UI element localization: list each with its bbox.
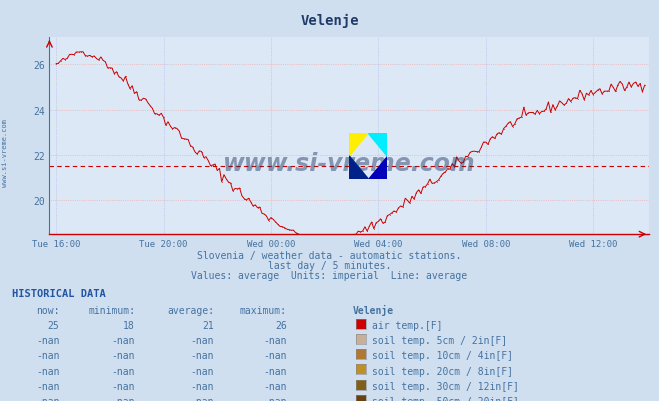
Text: soil temp. 50cm / 20in[F]: soil temp. 50cm / 20in[F]: [372, 396, 519, 401]
Text: -nan: -nan: [111, 396, 135, 401]
Text: maximum:: maximum:: [240, 305, 287, 315]
Text: now:: now:: [36, 305, 59, 315]
Polygon shape: [368, 156, 387, 180]
Text: Velenje: Velenje: [353, 304, 393, 315]
Text: 25: 25: [47, 320, 59, 330]
Text: air temp.[F]: air temp.[F]: [372, 320, 442, 330]
Text: -nan: -nan: [36, 366, 59, 376]
Text: -nan: -nan: [111, 335, 135, 345]
Text: -nan: -nan: [36, 335, 59, 345]
Text: -nan: -nan: [111, 366, 135, 376]
Text: -nan: -nan: [111, 381, 135, 391]
Text: Velenje: Velenje: [301, 14, 358, 28]
Polygon shape: [368, 134, 387, 156]
Text: minimum:: minimum:: [88, 305, 135, 315]
Text: -nan: -nan: [190, 335, 214, 345]
Text: 21: 21: [202, 320, 214, 330]
Text: last day / 5 minutes.: last day / 5 minutes.: [268, 261, 391, 271]
Text: 18: 18: [123, 320, 135, 330]
Text: -nan: -nan: [190, 396, 214, 401]
Text: soil temp. 10cm / 4in[F]: soil temp. 10cm / 4in[F]: [372, 350, 513, 360]
Text: -nan: -nan: [263, 396, 287, 401]
Text: www.si-vreme.com: www.si-vreme.com: [223, 152, 476, 176]
Polygon shape: [349, 134, 368, 156]
Text: -nan: -nan: [263, 381, 287, 391]
Text: soil temp. 30cm / 12in[F]: soil temp. 30cm / 12in[F]: [372, 381, 519, 391]
Text: -nan: -nan: [190, 366, 214, 376]
Text: -nan: -nan: [263, 366, 287, 376]
Text: Values: average  Units: imperial  Line: average: Values: average Units: imperial Line: av…: [191, 271, 468, 281]
Text: -nan: -nan: [111, 350, 135, 360]
Text: -nan: -nan: [36, 350, 59, 360]
Text: www.si-vreme.com: www.si-vreme.com: [2, 118, 9, 186]
Text: 26: 26: [275, 320, 287, 330]
Text: HISTORICAL DATA: HISTORICAL DATA: [12, 288, 105, 298]
Text: average:: average:: [167, 305, 214, 315]
Text: -nan: -nan: [263, 350, 287, 360]
Text: soil temp. 20cm / 8in[F]: soil temp. 20cm / 8in[F]: [372, 366, 513, 376]
Polygon shape: [349, 156, 368, 180]
Text: soil temp. 5cm / 2in[F]: soil temp. 5cm / 2in[F]: [372, 335, 507, 345]
Text: -nan: -nan: [190, 381, 214, 391]
Text: -nan: -nan: [190, 350, 214, 360]
Text: -nan: -nan: [36, 381, 59, 391]
Text: -nan: -nan: [36, 396, 59, 401]
Text: Slovenia / weather data - automatic stations.: Slovenia / weather data - automatic stat…: [197, 251, 462, 261]
Text: -nan: -nan: [263, 335, 287, 345]
